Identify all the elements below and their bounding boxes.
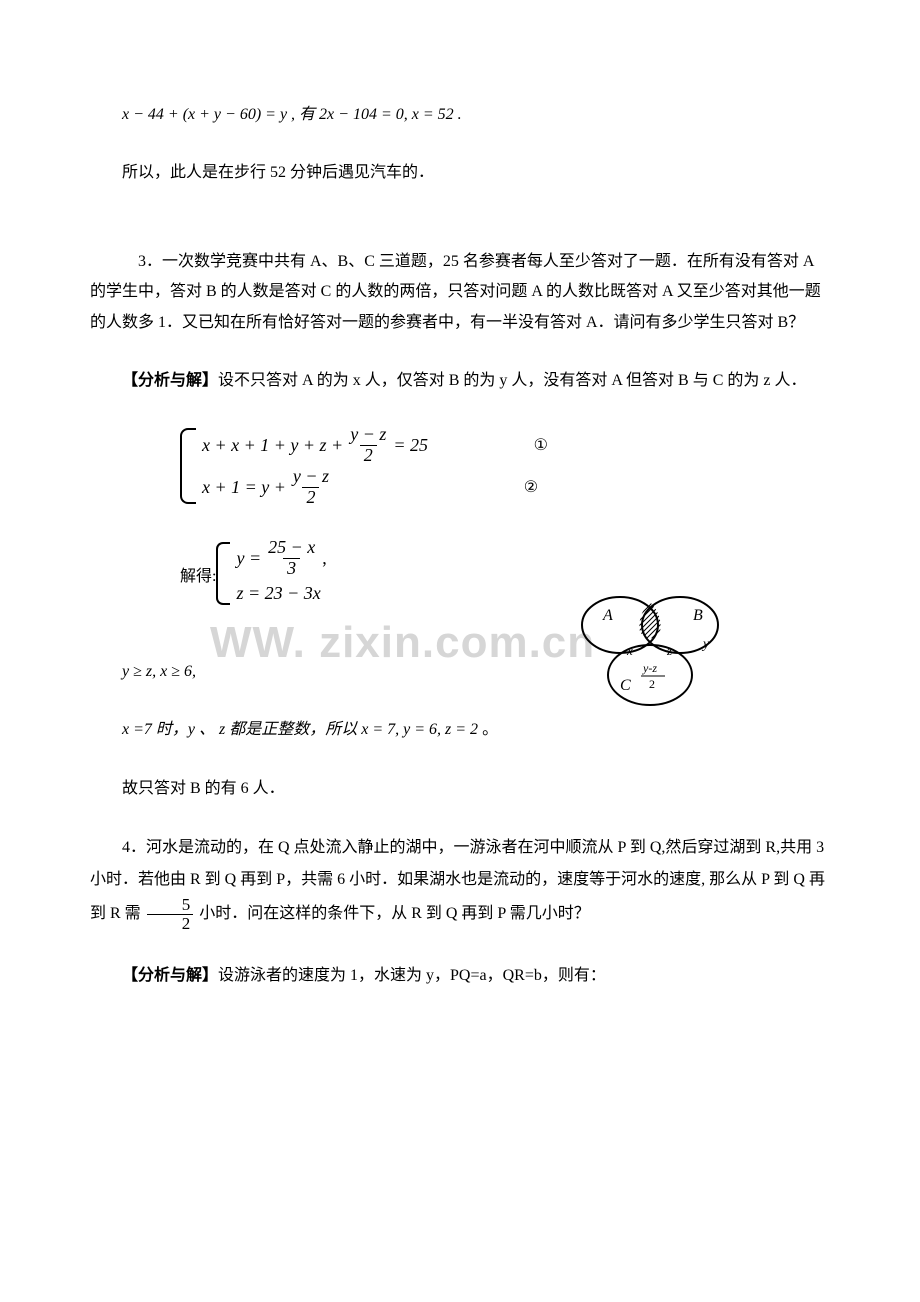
eq2-frac-den: 2 <box>302 487 319 508</box>
eq-top-text: x − 44 + (x + y − 60) = y , 有 2x − 104 =… <box>122 106 462 123</box>
eq1-frac-num: y − z <box>346 425 390 445</box>
solve-brace: y = 25 − x 3 , z = 23 − 3x <box>216 538 326 609</box>
analysis-4-label: 【分析与解】 <box>122 967 218 984</box>
solve-label: 解得: <box>180 562 216 586</box>
venn-label-a: A <box>602 607 613 624</box>
brace-system: x + x + 1 + y + z + y − z 2 = 25 ① x + 1… <box>180 424 548 508</box>
x7-text-a: x =7 时，y 、 z 都是正整数，所以 <box>122 721 361 738</box>
x7-text-b: 。 <box>478 721 498 738</box>
x7-math: x = 7, y = 6, z = 2 <box>361 721 478 738</box>
venn-label-c: C <box>620 677 631 694</box>
eq2-frac-num: y − z <box>289 467 333 487</box>
solve-eq1-frac: 25 − x 3 <box>264 538 319 579</box>
venn-frac-den: 2 <box>649 677 655 691</box>
eq1-frac-den: 2 <box>360 445 377 466</box>
system-eq1: x + x + 1 + y + z + y − z 2 = 25 ① <box>202 424 548 466</box>
p4-frac-num: 5 <box>147 896 194 914</box>
analysis-3-text: 设不只答对 A 的为 x 人，仅答对 B 的为 y 人，没有答对 A 但答对 B… <box>218 372 806 389</box>
venn-frac-num: y-z <box>642 661 657 675</box>
p1: 所以，此人是在步行 52 分钟后遇见汽车的． <box>90 158 830 188</box>
eq1-frac: y − z 2 <box>346 425 390 466</box>
system-equations: x + x + 1 + y + z + y − z 2 = 25 ① x + 1… <box>90 424 830 508</box>
venn-label-y: y <box>701 637 710 652</box>
solve-eq2: z = 23 − 3x <box>236 579 326 609</box>
venn-diagram: A B C x z y y-z 2 <box>565 590 735 730</box>
ineq-text: y ≥ z, x ≥ 6, <box>122 663 196 680</box>
venn-svg: A B C x z y y-z 2 <box>565 590 735 730</box>
solve-eq1: y = 25 − x 3 , <box>236 538 326 579</box>
equation-top: x − 44 + (x + y − 60) = y , 有 2x − 104 =… <box>90 100 830 130</box>
eq1-label: ① <box>428 435 548 455</box>
analysis-4-text: 设游泳者的速度为 1，水速为 y，PQ=a，QR=b，则有： <box>218 967 606 984</box>
problem-4: 4．河水是流动的，在 Q 点处流入静止的湖中，一游泳者在河中顺流从 P 到 Q,… <box>90 832 830 933</box>
page-content: x − 44 + (x + y − 60) = y , 有 2x − 104 =… <box>90 100 830 991</box>
solve-eq1-den: 3 <box>283 558 300 579</box>
eq2-left: x + 1 = y + <box>202 477 286 498</box>
analysis-3: 【分析与解】设不只答对 A 的为 x 人，仅答对 B 的为 y 人，没有答对 A… <box>90 366 830 396</box>
solve-eq2-text: z = 23 − 3x <box>236 583 320 604</box>
venn-label-b: B <box>693 607 703 624</box>
venn-label-z: z <box>666 643 672 658</box>
solve-eq1-num: 25 − x <box>264 538 319 558</box>
p4-frac-den: 2 <box>147 914 194 933</box>
problem-4-b: 小时．问在这样的条件下，从 R 到 Q 再到 P 需几小时？ <box>195 905 590 922</box>
conclusion-3: 故只答对 B 的有 6 人． <box>90 774 830 804</box>
eq1-left: x + x + 1 + y + z + <box>202 435 343 456</box>
solve-eq1-left: y = <box>236 548 261 569</box>
eq1-right: = 25 <box>393 435 428 456</box>
venn-label-x: x <box>626 643 633 658</box>
problem-4-frac: 52 <box>147 896 194 933</box>
problem-3: 3．一次数学竞赛中共有 A、B、C 三道题，25 名参赛者每人至少答对了一题．在… <box>90 247 830 338</box>
system-eq2: x + 1 = y + y − z 2 ② <box>202 466 548 508</box>
eq2-frac: y − z 2 <box>289 467 333 508</box>
analysis-4: 【分析与解】设游泳者的速度为 1，水速为 y，PQ=a，QR=b，则有： <box>90 961 830 991</box>
eq2-label: ② <box>336 477 538 497</box>
solve-eq1-end: , <box>322 548 327 569</box>
analysis-3-label: 【分析与解】 <box>122 372 218 389</box>
